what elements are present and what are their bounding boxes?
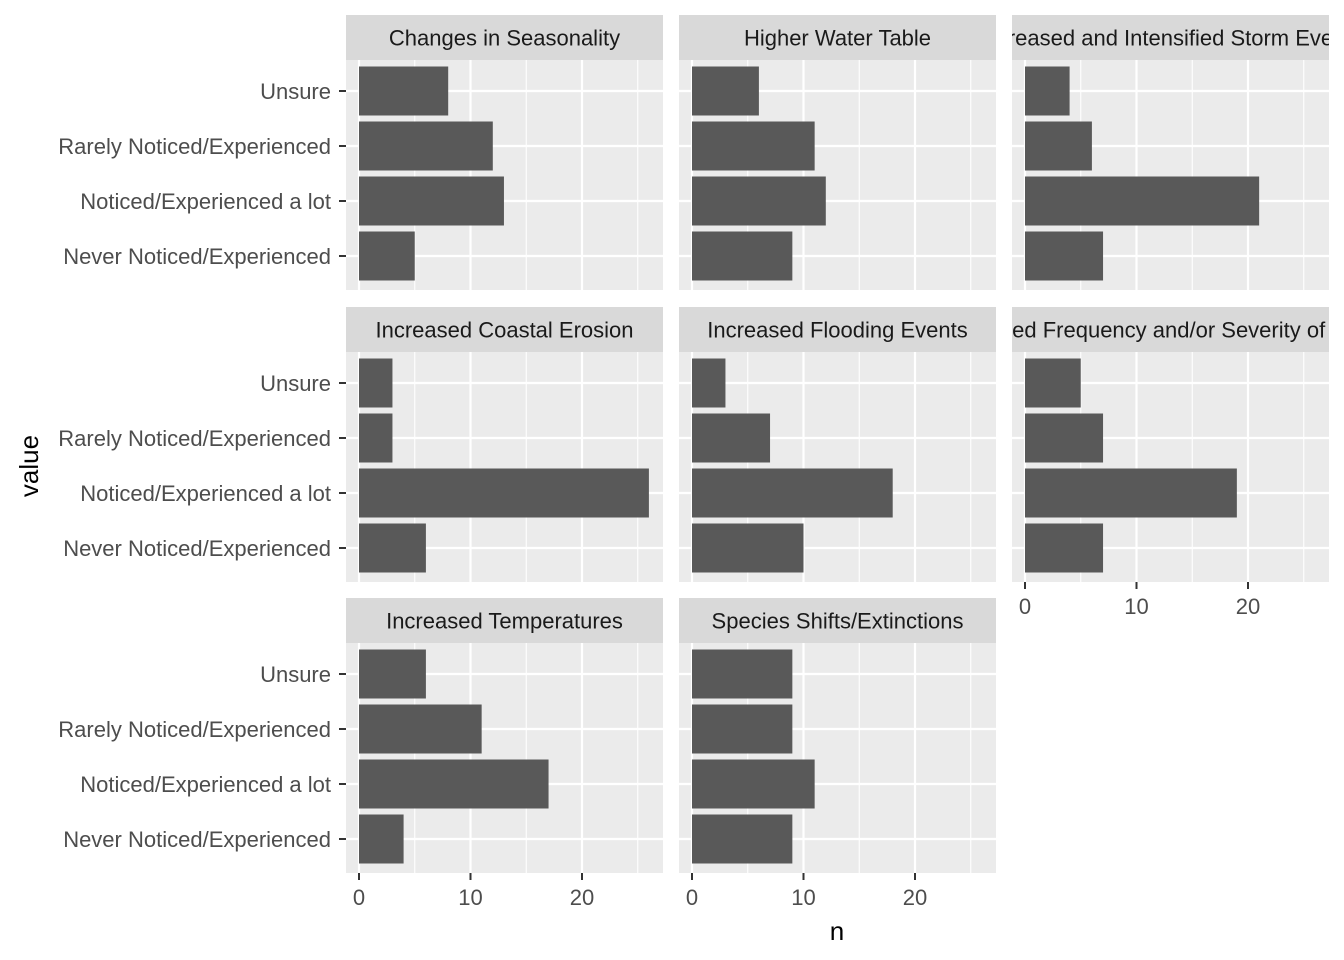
x-axis-title: n xyxy=(830,916,844,946)
x-tick-label: 10 xyxy=(458,885,482,910)
y-tick-label: Rarely Noticed/Experienced xyxy=(58,134,331,159)
facet-title: Species Shifts/Extinctions xyxy=(712,609,964,634)
bar xyxy=(692,176,826,226)
y-tick-label: Noticed/Experienced a lot xyxy=(80,189,331,214)
bar xyxy=(692,759,815,809)
bar xyxy=(359,468,649,518)
facet-strip xyxy=(679,15,996,60)
facet-title: Increased Temperatures xyxy=(386,609,623,634)
x-tick-label: 10 xyxy=(791,885,815,910)
y-tick-label: Noticed/Experienced a lot xyxy=(80,772,331,797)
y-tick-label: Unsure xyxy=(260,79,331,104)
y-tick-label: Noticed/Experienced a lot xyxy=(80,481,331,506)
bar xyxy=(359,121,493,171)
x-tick-label: 20 xyxy=(1236,594,1260,619)
x-tick-label: 0 xyxy=(1019,594,1031,619)
facet-panel: Increased and Intensified Storm Events xyxy=(979,15,1344,290)
y-tick-label: Unsure xyxy=(260,371,331,396)
bar xyxy=(692,358,726,408)
bar xyxy=(1025,413,1104,463)
bar xyxy=(692,814,793,864)
bar xyxy=(1025,66,1070,116)
bar xyxy=(692,468,893,518)
facet-panel: Increased Coastal Erosion Never Noticed/E… xyxy=(58,307,663,582)
bar xyxy=(359,704,482,754)
bar xyxy=(359,523,426,573)
bar xyxy=(359,66,449,116)
bar xyxy=(692,66,759,116)
y-tick-label: Unsure xyxy=(260,662,331,687)
bar xyxy=(1025,468,1237,518)
facet-title: Increased Coastal Erosion xyxy=(375,318,633,343)
x-tick-label: 0 xyxy=(353,885,365,910)
x-tick-label: 20 xyxy=(903,885,927,910)
bar xyxy=(692,523,804,573)
bar xyxy=(359,759,549,809)
facet-strip xyxy=(346,307,663,352)
x-tick-label: 20 xyxy=(570,885,594,910)
facet-strip xyxy=(679,598,996,643)
bar xyxy=(1025,358,1081,408)
bar xyxy=(1025,121,1092,171)
facet-strip xyxy=(346,15,663,60)
facet-title: Changes in Seasonality xyxy=(389,26,620,51)
facet-strip xyxy=(1012,307,1329,352)
bar xyxy=(692,413,771,463)
facet-panel: Species Shifts/Extinctions 0 10 20 xyxy=(679,598,996,910)
facet-strip xyxy=(346,598,663,643)
facet-panel: Higher Water Table xyxy=(679,15,996,290)
bar xyxy=(359,176,504,226)
bar xyxy=(1025,176,1260,226)
bar xyxy=(692,231,793,281)
y-tick-label: Never Noticed/Experienced xyxy=(63,827,331,852)
bar xyxy=(359,231,415,281)
panels-layer: Changes in Seasonality Never Noticed/Expe… xyxy=(58,15,1344,910)
facet-title: Increased Flooding Events xyxy=(707,318,968,343)
bar xyxy=(359,649,426,699)
facet-panel: Increased Frequency and/or Severity of S… xyxy=(940,307,1344,619)
y-axis-title: value xyxy=(14,435,44,497)
facet-title: Increased and Intensified Storm Events xyxy=(979,26,1344,51)
facet-title: Increased Frequency and/or Severity of S… xyxy=(940,318,1344,343)
bar xyxy=(359,358,393,408)
bar xyxy=(1025,523,1104,573)
bar xyxy=(1025,231,1104,281)
facet-panel: Increased Flooding Events xyxy=(679,307,996,582)
bar xyxy=(359,413,393,463)
facet-strip xyxy=(1012,15,1329,60)
y-tick-label: Rarely Noticed/Experienced xyxy=(58,717,331,742)
x-tick-label: 0 xyxy=(686,885,698,910)
facet-panel: Changes in Seasonality Never Noticed/Expe… xyxy=(58,15,663,290)
facet-title: Higher Water Table xyxy=(744,26,931,51)
x-tick-label: 10 xyxy=(1124,594,1148,619)
facet-strip xyxy=(679,307,996,352)
y-tick-label: Never Noticed/Experienced xyxy=(63,536,331,561)
bar xyxy=(692,121,815,171)
y-tick-label: Rarely Noticed/Experienced xyxy=(58,426,331,451)
y-tick-label: Never Noticed/Experienced xyxy=(63,244,331,269)
facet-panel: Increased Temperatures Never Noticed/Expe… xyxy=(58,598,663,910)
bar xyxy=(359,814,404,864)
bar xyxy=(692,649,793,699)
bar xyxy=(692,704,793,754)
